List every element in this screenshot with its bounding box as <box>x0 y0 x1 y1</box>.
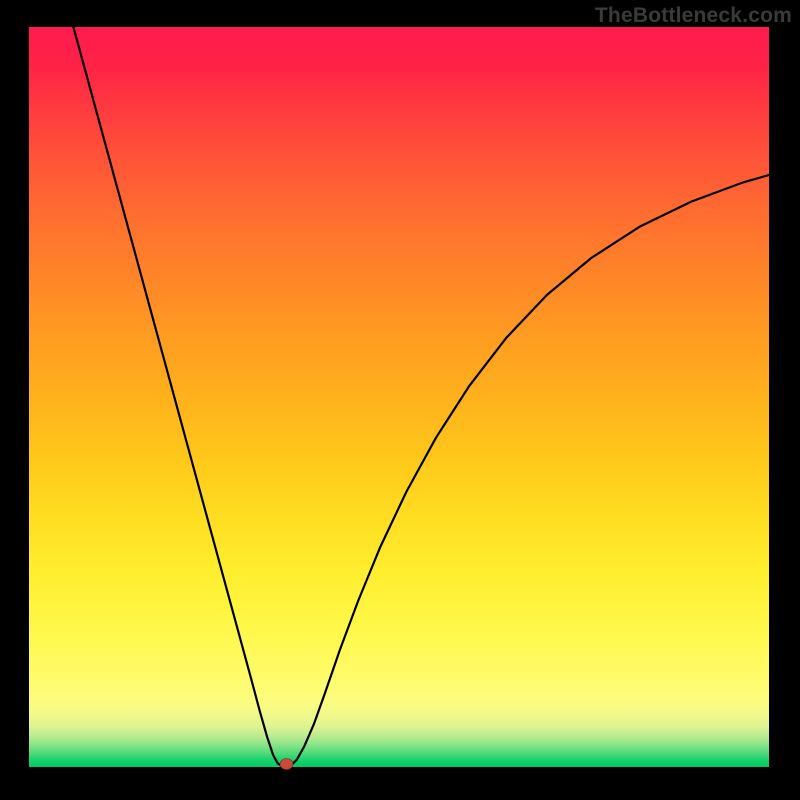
plot-background <box>29 27 769 767</box>
chart-stage: TheBottleneck.com <box>0 0 800 800</box>
bottleneck-chart-svg <box>0 0 800 800</box>
minimum-marker <box>280 759 293 770</box>
watermark-text: TheBottleneck.com <box>595 4 792 28</box>
